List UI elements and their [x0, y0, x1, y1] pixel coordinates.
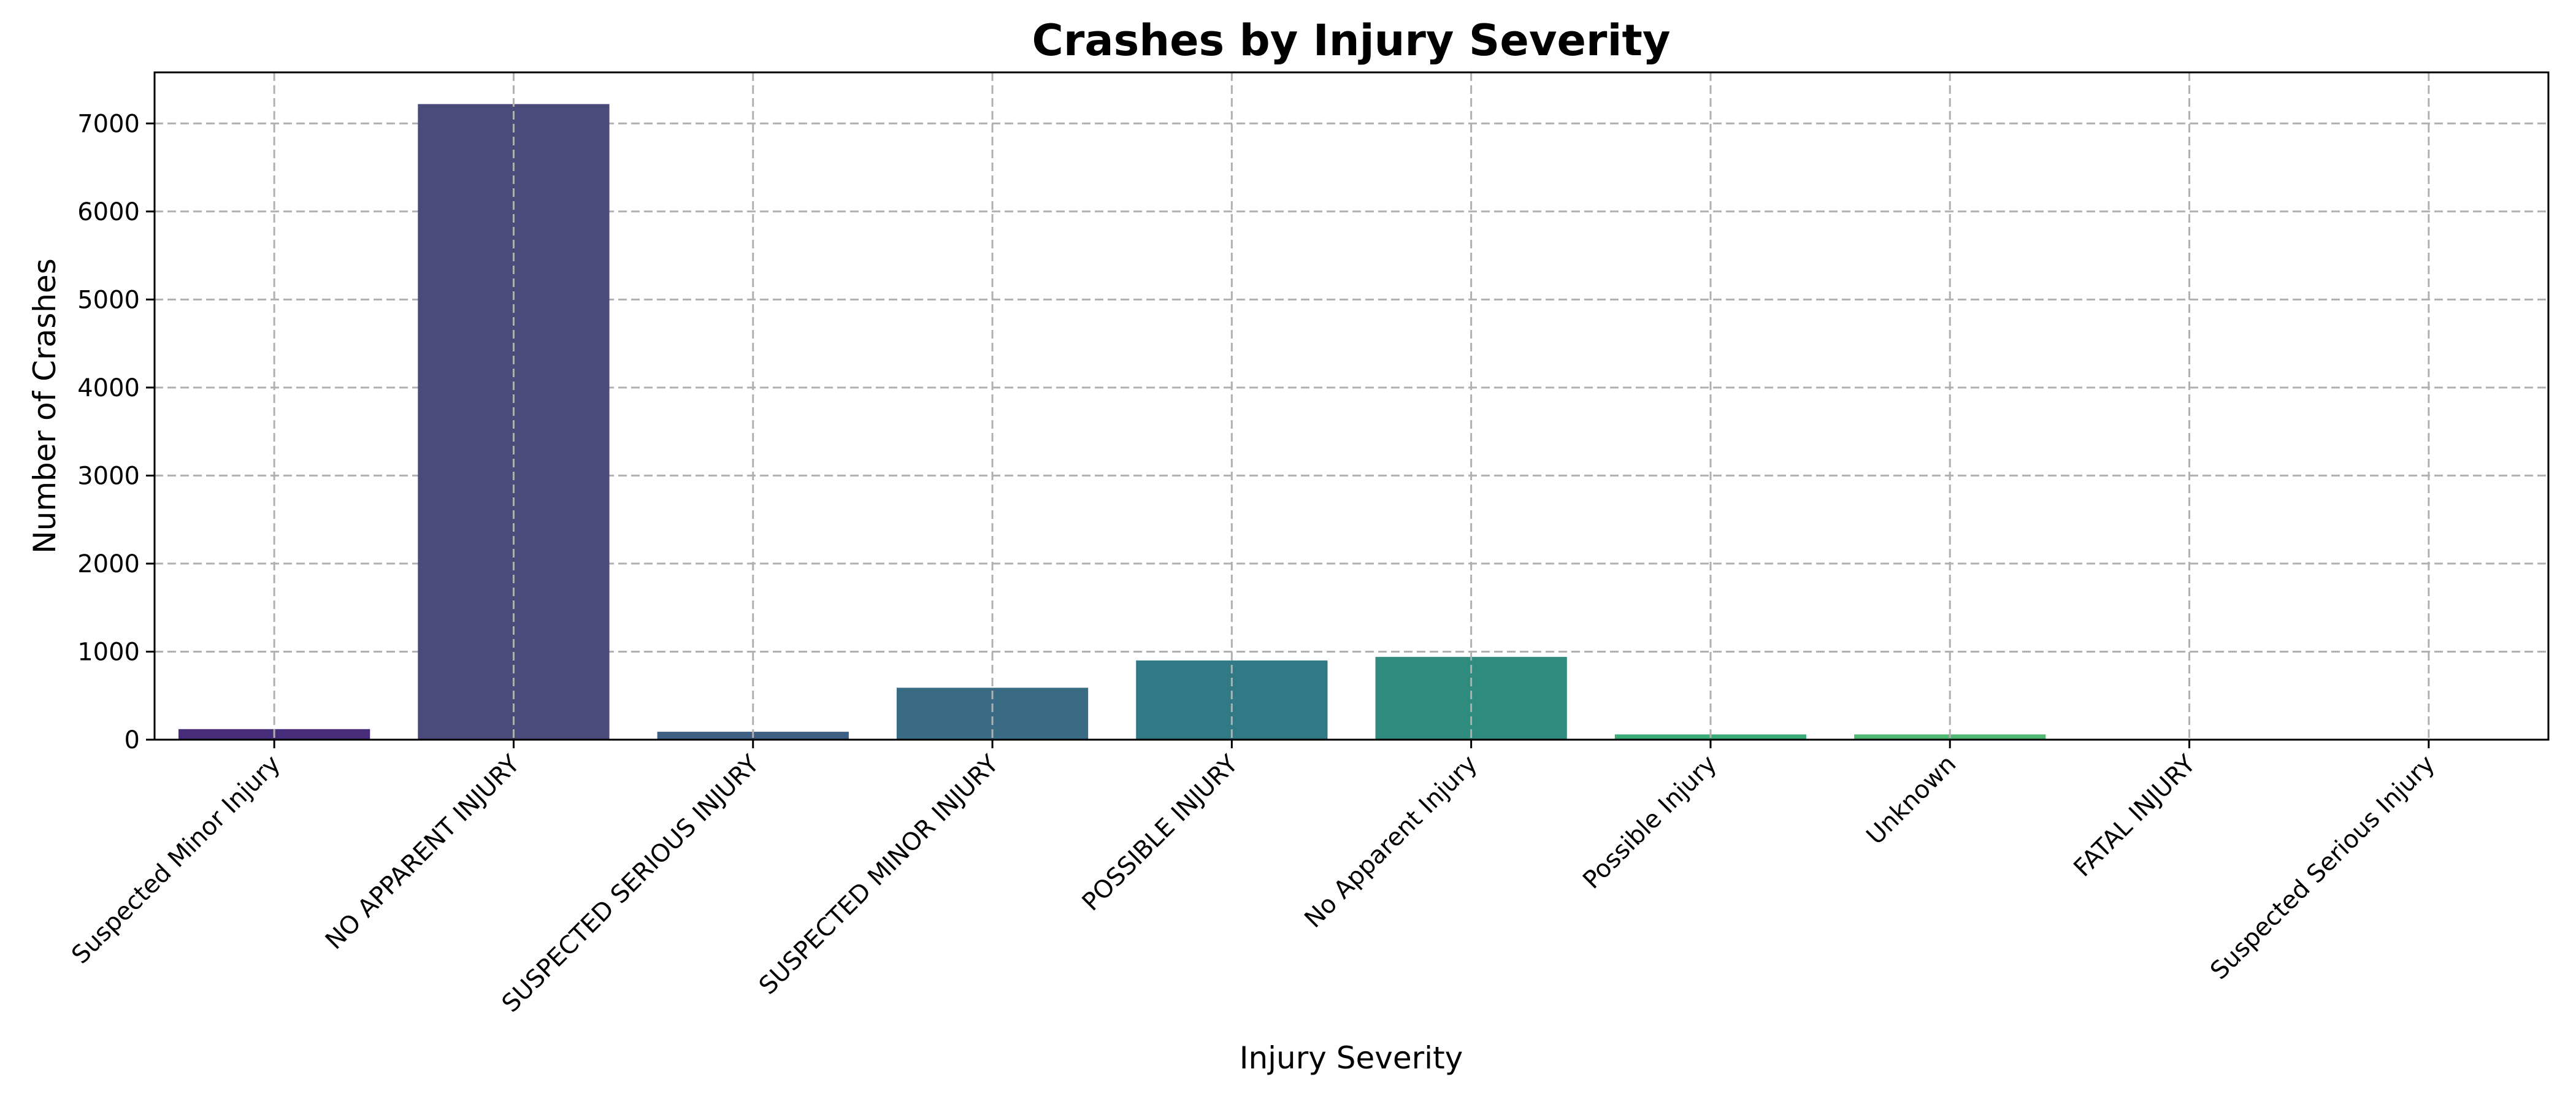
x-tick-label: Possible Injury	[1577, 750, 1722, 895]
x-tick-label: Suspected Minor Injury	[66, 750, 286, 970]
x-tick-label: SUSPECTED SERIOUS INJURY	[497, 749, 765, 1018]
y-tick-label: 5000	[77, 286, 140, 314]
x-tick-label: Unknown	[1861, 750, 1961, 851]
y-tick-label: 6000	[77, 198, 140, 226]
bar	[1136, 660, 1328, 740]
bars	[178, 104, 2524, 740]
y-tick-label: 7000	[77, 110, 140, 138]
vertical-gridlines	[273, 72, 2430, 740]
y-axis-ticks: 0 1000 2000 3000 4000 5000 6000 7000	[77, 110, 155, 754]
y-tick-label: 3000	[77, 462, 140, 490]
chart-title: Crashes by Injury Severity	[1032, 15, 1670, 66]
x-tick-label: FATAL INJURY	[2068, 749, 2201, 883]
x-tick-label: No Apparent Injury	[1299, 750, 1482, 933]
y-tick-label: 2000	[77, 550, 140, 578]
y-tick-label: 4000	[77, 374, 140, 402]
y-tick-label: 1000	[77, 638, 140, 666]
x-tick-label: NO APPARENT INJURY	[320, 749, 526, 955]
x-axis-ticks: Suspected Minor Injury NO APPARENT INJURY…	[66, 740, 2440, 1018]
y-axis-label: Number of Crashes	[27, 258, 63, 554]
x-axis-label: Injury Severity	[1240, 1040, 1463, 1076]
plot-frame	[153, 71, 2550, 741]
x-tick-label: POSSIBLE INJURY	[1077, 749, 1244, 916]
y-tick-label: 0	[125, 726, 140, 754]
x-tick-label: Suspected Serious Injury	[2205, 750, 2440, 986]
x-tick-label: SUSPECTED MINOR INJURY	[754, 749, 1005, 1000]
